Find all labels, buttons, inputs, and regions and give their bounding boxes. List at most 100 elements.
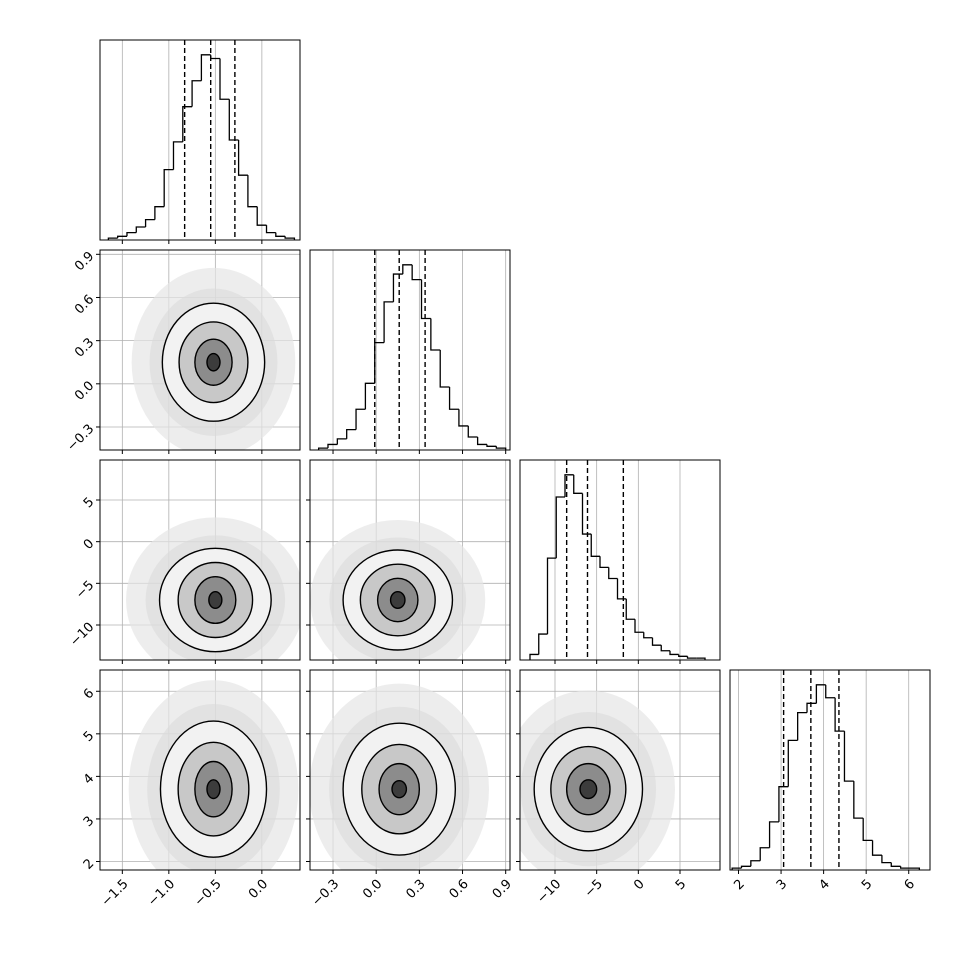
histogram-step <box>669 650 679 656</box>
histogram-step <box>237 140 248 176</box>
histogram-step <box>402 264 413 275</box>
histogram-step <box>890 862 901 867</box>
contour <box>579 779 598 800</box>
histogram-step <box>759 847 770 861</box>
histogram-step <box>731 867 742 870</box>
histogram-step <box>275 232 286 237</box>
x-tick-label: −0.3 <box>309 877 342 910</box>
histogram-step <box>392 273 403 302</box>
x-tick-label: 2 <box>731 877 747 893</box>
panel-frame <box>99 249 301 451</box>
histogram-step <box>555 496 565 559</box>
histogram-step <box>327 443 338 449</box>
contour <box>206 779 221 800</box>
histogram-step <box>871 840 882 856</box>
histogram-step <box>430 318 441 351</box>
y-tick-label: 0.6 <box>72 292 97 317</box>
histogram-step <box>317 447 328 450</box>
histogram-step <box>787 739 798 787</box>
y-tick-label: −10 <box>67 620 97 650</box>
histogram-step <box>686 656 697 659</box>
histogram-step <box>191 80 202 107</box>
histogram-step <box>643 632 653 639</box>
histogram-step <box>853 781 864 819</box>
x-tick-label: 3 <box>774 877 790 893</box>
x-tick-label: 0.9 <box>490 877 515 902</box>
y-tick-label: 2 <box>81 856 97 872</box>
x-tick-label: 6 <box>902 877 918 893</box>
histogram-step <box>616 578 627 600</box>
y-tick-label: 5 <box>81 495 97 511</box>
histogram-step <box>573 474 583 494</box>
histogram-step <box>696 657 706 660</box>
histogram-step <box>420 279 431 320</box>
histogram-step <box>768 821 779 848</box>
histogram-step <box>383 301 394 343</box>
histogram-step <box>476 437 487 446</box>
histogram-step <box>651 637 662 646</box>
histogram-step <box>564 474 574 498</box>
histogram-step <box>486 444 497 447</box>
contour <box>206 352 221 372</box>
contour <box>389 590 406 610</box>
x-tick-label: −10 <box>534 877 564 907</box>
histogram-step <box>346 428 357 439</box>
histogram-step <box>750 860 761 867</box>
x-tick-label: 0.3 <box>403 877 428 902</box>
histogram-step <box>862 818 873 842</box>
x-tick-label: 5 <box>673 877 689 893</box>
density <box>126 517 300 660</box>
histogram-step <box>364 382 375 410</box>
histogram-step <box>135 226 146 233</box>
histogram-step <box>778 786 789 822</box>
y-tick-label: 0.3 <box>72 335 97 360</box>
x-tick-label: −1.0 <box>145 877 178 910</box>
histogram-step <box>411 264 422 281</box>
y-tick-label: 5 <box>81 729 97 745</box>
y-tick-label: 0.9 <box>72 249 97 274</box>
histogram-step <box>495 446 507 450</box>
histogram-step <box>107 237 118 240</box>
panel-frame <box>309 669 511 871</box>
histogram-step <box>458 409 469 427</box>
histogram-step <box>910 867 921 870</box>
histogram-step <box>336 438 347 445</box>
histogram-step <box>467 425 478 438</box>
histogram-step <box>448 387 459 410</box>
histogram-step <box>538 633 548 655</box>
y-tick-label: 0.0 <box>72 379 97 404</box>
histogram-step <box>265 225 276 234</box>
histogram-step <box>881 855 892 864</box>
histogram-step <box>529 653 539 660</box>
histogram-step <box>163 168 174 207</box>
histogram-step <box>843 731 854 782</box>
y-tick-label: 3 <box>81 814 97 830</box>
panel-frame <box>309 459 511 661</box>
contour <box>208 590 223 610</box>
histogram-step <box>806 702 817 713</box>
histogram-step <box>154 206 165 220</box>
panel-frame <box>519 459 721 661</box>
histogram-step <box>228 99 239 141</box>
x-tick-label: −0.5 <box>192 877 225 910</box>
histogram-step <box>834 697 845 732</box>
histogram-step <box>815 684 826 704</box>
histogram-step <box>219 58 230 100</box>
y-tick-label: 4 <box>81 771 97 787</box>
histogram-step <box>740 865 751 869</box>
histogram-step <box>172 141 183 170</box>
histogram-step <box>590 534 600 557</box>
histogram-step <box>899 866 910 869</box>
histogram-step <box>581 493 592 535</box>
histogram-step <box>678 654 688 657</box>
x-tick-label: 0.0 <box>360 877 385 902</box>
y-tick-label: −0.3 <box>64 422 97 455</box>
histogram-step <box>284 236 296 240</box>
panel-frame <box>99 459 301 661</box>
histogram-step <box>117 235 127 239</box>
histogram-step <box>439 350 450 388</box>
histogram-step <box>634 619 644 633</box>
panel-frame <box>99 669 301 871</box>
histogram-step <box>599 556 609 569</box>
